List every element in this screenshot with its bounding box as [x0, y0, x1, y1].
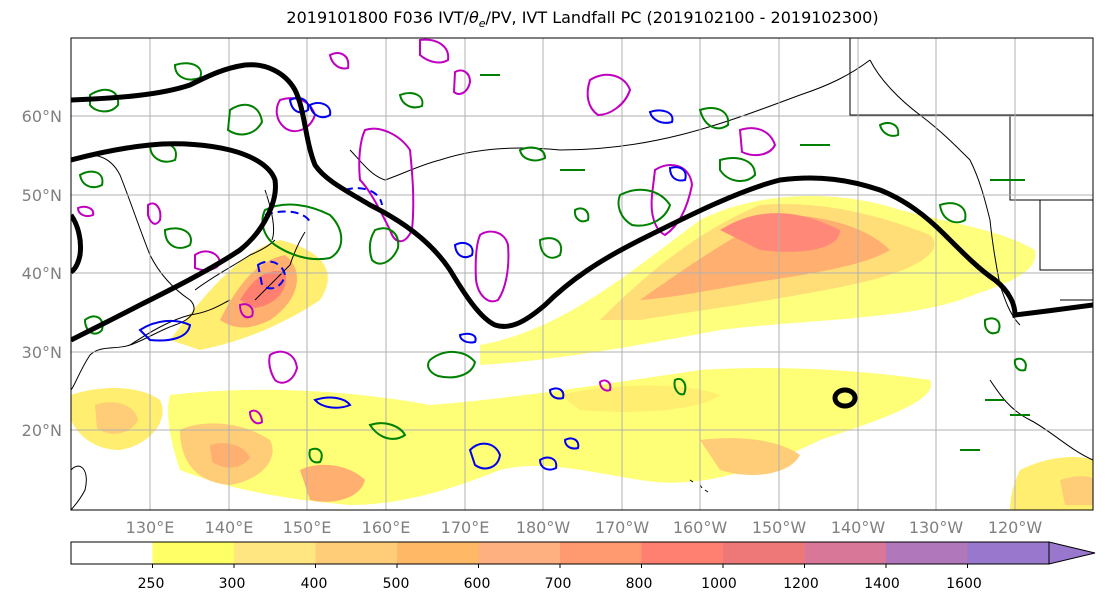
lat-label-60: 60°N [22, 107, 62, 126]
map-area [71, 38, 1093, 510]
colorbar-tick-700: 700 [545, 576, 572, 592]
colorbar-segment [967, 542, 1050, 564]
lon-label-170w: 170°W [595, 518, 650, 537]
colorbar-tick-250: 250 [138, 576, 165, 592]
lat-label-50: 50°N [22, 186, 62, 205]
ivt-shading [71, 196, 1093, 510]
latitude-labels: 60°N 50°N 40°N 30°N 20°N [22, 107, 62, 440]
colorbar-tick-1400: 1400 [864, 576, 900, 592]
lon-label-160e: 160°E [362, 518, 411, 537]
longitude-labels: 130°E 140°E 150°E 160°E 170°E 180°W 170°… [126, 518, 1043, 537]
colorbar-tick-1600: 1600 [946, 576, 982, 592]
colorbar-tick-1200: 1200 [783, 576, 819, 592]
pv-contours-magenta [76, 38, 777, 425]
lon-label-140e: 140°E [205, 518, 254, 537]
colorbar-tick-800: 800 [626, 576, 653, 592]
colorbar-segment [397, 542, 479, 564]
lat-label-20: 20°N [22, 421, 62, 440]
colorbar-tick-600: 600 [464, 576, 491, 592]
colorbar-segment [152, 542, 235, 564]
colorbar-segment [71, 542, 153, 564]
colorbar [70, 541, 1096, 568]
colorbar-tick-1000: 1000 [701, 576, 737, 592]
lon-label-150w: 150°W [752, 518, 807, 537]
lon-label-180w: 180°W [516, 518, 571, 537]
colorbar-segment [641, 542, 724, 564]
lat-label-30: 30°N [22, 343, 62, 362]
colorbar-tick-400: 400 [301, 576, 328, 592]
lon-label-170e: 170°E [441, 518, 490, 537]
colorbar-segment [804, 542, 887, 564]
lon-label-140w: 140°W [831, 518, 886, 537]
colorbar-tick-500: 500 [383, 576, 410, 592]
colorbar-segment [234, 542, 316, 564]
lon-label-130w: 130°W [909, 518, 964, 537]
colorbar-segment [315, 542, 398, 564]
map-title: 2019101800 F036 IVT/θe/PV, IVT Landfall … [286, 8, 879, 31]
lon-label-120w: 120°W [988, 518, 1043, 537]
colorbar-segment [560, 542, 642, 564]
lon-label-150e: 150°E [283, 518, 332, 537]
theta-e-contours-green [78, 62, 1030, 464]
colorbar-segment [478, 542, 561, 564]
landfall-pc-contour [71, 62, 1093, 409]
colorbar-tick-labels: 250 300 400 500 600 700 800 1000 1200 14… [138, 576, 982, 592]
pv-contours-blue [138, 97, 687, 471]
colorbar-tick-300: 300 [219, 576, 246, 592]
colorbar-segment [723, 542, 805, 564]
lat-label-40: 40°N [22, 264, 62, 283]
lon-label-160w: 160°W [673, 518, 728, 537]
lon-label-130e: 130°E [126, 518, 175, 537]
colorbar-extend-arrow [1048, 541, 1096, 565]
map-frame [70, 37, 1094, 511]
colorbar-segment [886, 542, 968, 564]
